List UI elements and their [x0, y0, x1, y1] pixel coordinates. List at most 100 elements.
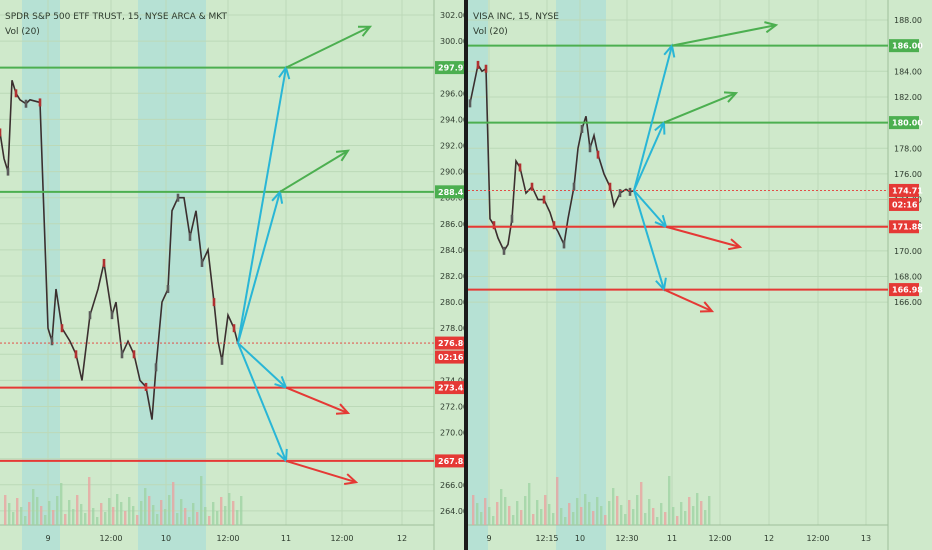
- visa-chart-header: VISA INC, 15, NYSE Vol (20): [473, 10, 559, 40]
- projection-arrowhead: [764, 21, 779, 34]
- volume-bar: [56, 496, 59, 525]
- price-candle: [220, 356, 224, 365]
- price-candle: [154, 363, 158, 372]
- price-axis-level-tag-label: 02:16: [438, 353, 464, 362]
- volume-bar: [700, 501, 703, 525]
- volume-bar: [620, 505, 623, 525]
- price-line: [0, 80, 239, 420]
- volume-bar: [24, 516, 27, 525]
- volume-bar: [32, 489, 35, 525]
- volume-bar: [212, 502, 215, 525]
- projection-arrowhead: [728, 238, 743, 251]
- volume-bar: [632, 509, 635, 525]
- volume-bar: [660, 503, 663, 525]
- volume-bar: [204, 507, 207, 525]
- price-axis-level-tag-label: 171.88: [892, 223, 923, 232]
- spy-chart-pane[interactable]: 302.00300.00298.00296.00294.00292.00290.…: [0, 0, 464, 550]
- price-axis-tick-label: 184.00: [894, 67, 922, 76]
- price-axis-tick-label: 264.00: [440, 507, 464, 516]
- time-axis-tick-label: 11: [667, 534, 677, 543]
- price-axis-tick-label: 272.00: [440, 403, 464, 412]
- price-candle: [596, 150, 600, 159]
- volume-bar: [88, 477, 91, 525]
- volume-bar: [20, 507, 23, 525]
- price-candle: [492, 221, 496, 230]
- volume-bar: [596, 497, 599, 525]
- visa-chart-pane[interactable]: 188.00 186.00 184.00 182.00 180.00 178.00 176.…: [468, 0, 932, 550]
- volume-bar: [96, 517, 99, 525]
- time-axis-tick-label: 12: [764, 534, 774, 543]
- volume-bar: [688, 497, 691, 525]
- spy-volume-indicator-label: Vol (20): [5, 27, 40, 37]
- price-candle: [14, 89, 18, 98]
- price-axis-tick-label: 286.00: [440, 220, 464, 229]
- price-candle: [232, 324, 236, 333]
- volume-bar: [656, 517, 659, 525]
- volume-bar: [176, 513, 179, 525]
- volume-bar: [484, 498, 487, 525]
- spy-chart[interactable]: 302.00300.00298.00296.00294.00292.00290.…: [0, 0, 464, 550]
- price-candle: [74, 350, 78, 359]
- volume-bar: [228, 493, 231, 525]
- price-candle: [476, 60, 480, 69]
- price-candle: [6, 167, 10, 176]
- projection-arrow: [663, 92, 737, 124]
- price-candle: [120, 350, 124, 359]
- volume-bar: [600, 506, 603, 525]
- projection-arrow: [237, 342, 287, 462]
- volume-bar: [112, 507, 115, 525]
- volume-bar: [640, 482, 643, 525]
- price-axis-level-tag: [435, 381, 464, 395]
- projection-arrow: [279, 149, 349, 193]
- price-candle: [166, 285, 170, 294]
- volume-bar: [704, 510, 707, 525]
- price-candle: [188, 232, 192, 241]
- volume-bar: [604, 515, 607, 525]
- price-axis-tick-label: 300.00: [440, 37, 464, 46]
- visa-chart-title: VISA INC, 15, NYSE: [473, 12, 559, 22]
- time-axis-tick-label: 10: [161, 534, 171, 543]
- time-axis-tick-label: 12:30: [615, 534, 638, 543]
- price-axis-tick-label: 284.00: [440, 246, 464, 255]
- projection-arrowhead: [343, 473, 359, 486]
- price-axis-level-tag-label: 180.00: [892, 119, 923, 128]
- price-candle: [562, 240, 566, 249]
- volume-bar: [636, 495, 639, 525]
- price-axis-level-tag-label: 02:16: [892, 200, 918, 209]
- price-axis-level-tag: [435, 336, 464, 350]
- time-axis-tick-label: 9: [45, 534, 50, 543]
- price-axis-level-tag: [889, 116, 919, 130]
- volume-bar: [628, 500, 631, 525]
- volume-bar: [52, 510, 55, 525]
- price-candle: [552, 221, 556, 230]
- volume-bar: [140, 501, 143, 525]
- spy-chart-title: SPDR S&P 500 ETF TRUST, 15, NYSE ARCA & …: [5, 12, 228, 22]
- visa-chart[interactable]: 188.00 186.00 184.00 182.00 180.00 178.00 176.…: [468, 0, 932, 550]
- volume-bar: [92, 508, 95, 525]
- volume-bar: [164, 509, 167, 525]
- projection-arrow: [237, 342, 287, 389]
- volume-bar: [508, 506, 511, 525]
- volume-bar: [72, 509, 75, 525]
- price-candle: [618, 189, 622, 198]
- time-axis-tick-label: 13: [861, 534, 871, 543]
- volume-bar: [556, 477, 559, 525]
- price-axis-tick-label: 296.00: [440, 89, 464, 98]
- price-axis-tick-label: 278.00: [440, 324, 464, 333]
- price-axis-level-tag: [889, 39, 919, 53]
- session-shading: [556, 0, 606, 550]
- spy-chart-header: SPDR S&P 500 ETF TRUST, 15, NYSE ARCA & …: [5, 10, 227, 40]
- projection-arrowhead: [699, 301, 715, 313]
- volume-bar: [184, 508, 187, 525]
- price-axis-level-tag-label: 288.45: [438, 188, 464, 197]
- volume-bar: [128, 497, 131, 525]
- volume-bar: [100, 503, 103, 525]
- session-shading: [22, 0, 60, 550]
- volume-bar: [160, 500, 163, 525]
- volume-bar: [696, 493, 699, 525]
- volume-bar: [64, 514, 67, 525]
- volume-bar: [588, 502, 591, 525]
- price-axis-tick-label: 178.00: [894, 144, 922, 153]
- price-candle: [132, 350, 136, 359]
